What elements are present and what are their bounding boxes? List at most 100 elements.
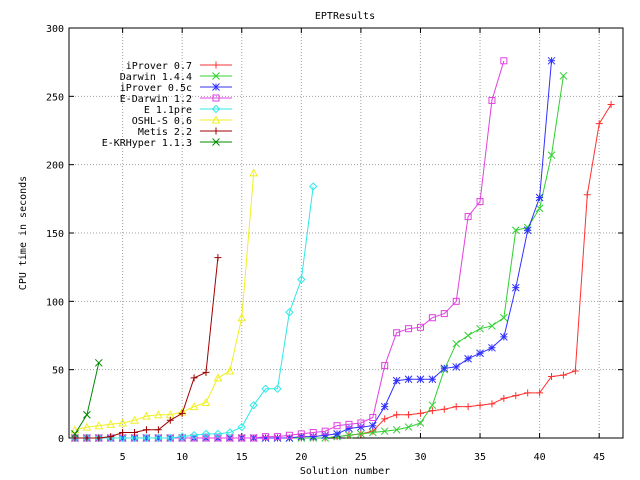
legend-marker [211, 115, 221, 124]
data-point [392, 376, 401, 385]
data-point [130, 433, 139, 443]
data-point [333, 422, 341, 430]
data-point [380, 402, 389, 411]
legend-label: Metis 2.2 [138, 127, 192, 138]
data-point [95, 434, 103, 442]
data-point [309, 432, 318, 441]
series-line [75, 257, 219, 439]
data-point [178, 409, 186, 417]
data-point [202, 368, 210, 376]
data-point [488, 400, 496, 408]
data-point [440, 310, 448, 318]
data-point [393, 329, 401, 337]
data-point [273, 384, 282, 394]
data-point [416, 409, 424, 417]
data-point [142, 411, 151, 420]
x-tick-label: 25 [355, 452, 367, 463]
data-point [535, 204, 544, 213]
data-point [177, 432, 187, 441]
data-point [71, 430, 79, 438]
data-point [345, 424, 353, 433]
series-0 [71, 101, 615, 442]
data-point [297, 430, 305, 438]
data-point [524, 389, 532, 397]
grid [69, 28, 623, 438]
data-point [166, 433, 175, 443]
data-point [476, 349, 484, 358]
data-point [201, 429, 211, 439]
data-point [213, 373, 223, 382]
x-tick-label: 35 [474, 452, 486, 463]
data-point [83, 410, 91, 419]
data-point [154, 410, 163, 419]
x-tick-label: 40 [534, 452, 546, 463]
data-point [488, 96, 496, 104]
data-point [369, 414, 377, 421]
data-point [368, 428, 377, 437]
data-point [345, 420, 353, 428]
legend-label: iProver 0.5c [120, 83, 192, 94]
data-point [142, 426, 150, 434]
data-point [357, 430, 365, 438]
legend-marker [212, 83, 220, 91]
data-point [404, 375, 413, 384]
data-point [440, 405, 448, 413]
legend-marker [212, 127, 220, 135]
y-tick-label: 100 [46, 297, 64, 308]
legend-label: E-KRHyper 1.1.3 [102, 138, 192, 149]
x-tick-label: 30 [414, 452, 426, 463]
data-point [488, 343, 496, 352]
data-point [178, 434, 186, 442]
data-point [595, 120, 603, 128]
data-point [82, 422, 92, 431]
data-point [237, 422, 246, 432]
data-point [357, 423, 365, 431]
data-point [571, 367, 579, 375]
data-point [189, 431, 199, 440]
data-point [273, 433, 281, 441]
data-point [547, 56, 556, 65]
data-point [464, 403, 472, 411]
x-axis-label: Solution number [300, 466, 390, 477]
data-point [249, 168, 259, 177]
data-point [225, 428, 235, 437]
data-point [405, 411, 413, 419]
data-point [226, 434, 234, 442]
data-point [189, 402, 199, 411]
data-point [452, 403, 460, 411]
legend-marker [212, 72, 220, 80]
data-point [500, 313, 508, 322]
data-point [309, 182, 318, 191]
data-point [250, 434, 258, 442]
data-point [393, 411, 401, 419]
data-point [130, 415, 139, 424]
data-point [190, 374, 198, 382]
data-point [464, 331, 472, 340]
data-point [106, 419, 116, 428]
data-point [261, 384, 270, 394]
data-point [416, 419, 425, 427]
data-point [547, 151, 556, 159]
y-tick-label: 200 [46, 161, 64, 172]
data-point [381, 415, 389, 423]
chart-title: EPTResults [315, 11, 375, 22]
data-point [464, 354, 472, 363]
data-point [380, 427, 389, 436]
series-line [75, 104, 612, 439]
data-point [512, 392, 520, 400]
data-point [500, 394, 508, 402]
data-point [94, 358, 103, 367]
data-point [262, 433, 270, 441]
data-point [464, 213, 472, 221]
legend-marker [211, 104, 221, 114]
data-point [440, 364, 449, 373]
y-tick-label: 250 [46, 92, 64, 103]
data-point [225, 366, 235, 375]
x-tick-label: 45 [593, 452, 605, 463]
data-point [476, 401, 484, 409]
data-point [488, 322, 496, 330]
y-tick-label: 0 [58, 434, 64, 445]
data-point [452, 339, 461, 348]
data-point [500, 57, 508, 65]
